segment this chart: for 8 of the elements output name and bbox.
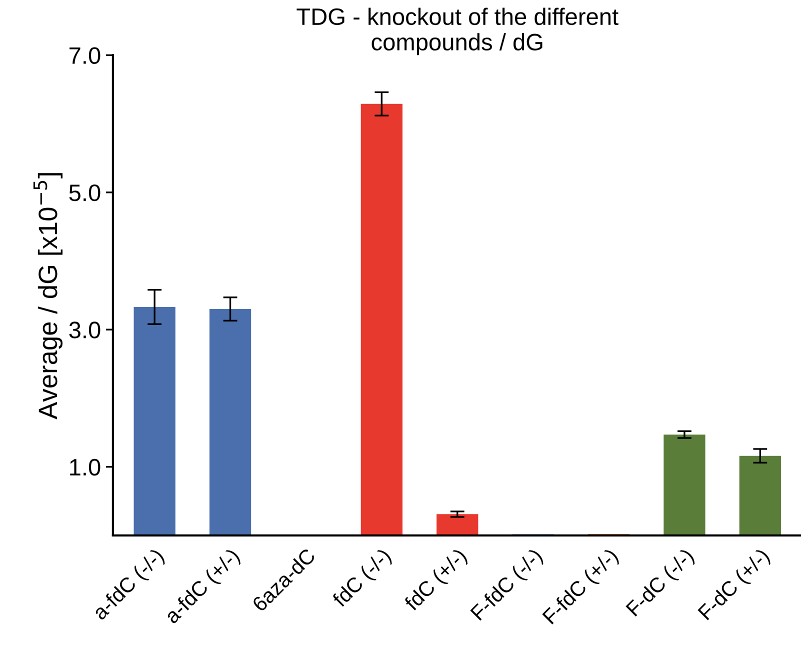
y-tick-label: 1.0 xyxy=(70,458,100,476)
y-tick-label: 7.0 xyxy=(70,47,100,64)
x-tick-label: fdC (+/-) xyxy=(403,547,470,614)
y-tick-label: 5.0 xyxy=(69,184,100,202)
chart-title: TDG - knockout of the different compounds / dG xyxy=(296,8,618,56)
y-tick-label: 3.0 xyxy=(69,322,100,338)
y-axis-title: Average / dG [x10$^{−5}$] xyxy=(33,173,63,420)
x-tick-label: fdC (-/-) xyxy=(331,547,394,611)
